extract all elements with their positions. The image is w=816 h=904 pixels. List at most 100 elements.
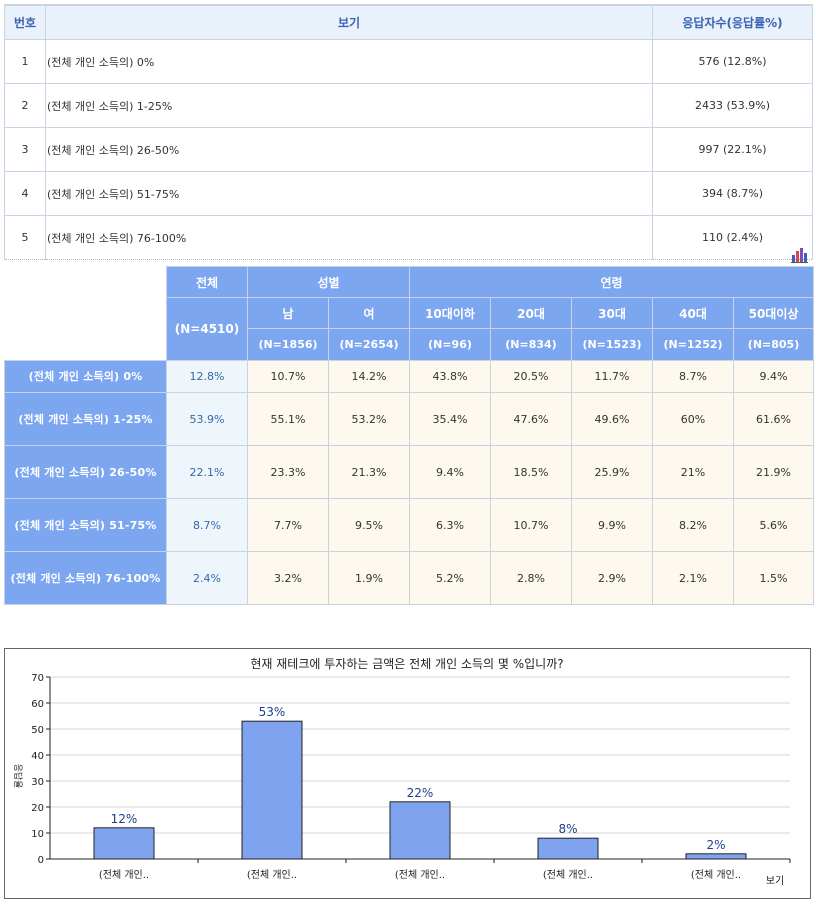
column-label: 남 xyxy=(247,297,329,329)
group-header-age: 연령 xyxy=(408,266,815,298)
bar-value-label: 2% xyxy=(706,838,725,852)
cross-value-cell: 23.3% xyxy=(247,445,329,499)
cross-value-cell: 47.6% xyxy=(490,392,572,446)
y-tick-label: 70 xyxy=(31,673,44,684)
cross-value-cell: 18.5% xyxy=(490,445,572,499)
cross-value-cell: 14.2% xyxy=(328,360,410,393)
bar-value-label: 8% xyxy=(558,822,577,836)
cross-total-cell: 12.8% xyxy=(166,360,248,393)
cross-value-cell: 10.7% xyxy=(247,360,329,393)
cross-table: 전체 성별 연령 (N=4510) 남 여 10대이하 20대 30대 40대 50대이상 … xyxy=(4,266,815,605)
bar-value-label: 12% xyxy=(111,812,138,826)
chart-xlabel: 보기 xyxy=(766,875,784,887)
cross-row: (전체 개인 소득의) 51-75% 8.7% 7.7% 9.5% 6.3% 10.7% 9… xyxy=(4,498,815,552)
cross-row-label: (전체 개인 소득의) 0% xyxy=(4,360,167,393)
column-label: 40대 xyxy=(652,297,734,329)
header-option: 보기 xyxy=(45,4,653,40)
cross-value-cell: 35.4% xyxy=(409,392,491,446)
cross-corner xyxy=(4,266,167,361)
y-tick-label: 40 xyxy=(31,751,44,762)
row-number: 5 xyxy=(4,215,46,260)
row-count: 110 (2.4%) xyxy=(652,215,813,260)
cross-value-cell: 8.7% xyxy=(652,360,734,393)
cross-row-label: (전체 개인 소득의) 51-75% xyxy=(4,498,167,552)
column-n: (N=834) xyxy=(490,328,572,361)
bar-chart: 현재 재테크에 투자하는 금액은 전체 개인 소득의 몇 %입니까? 0 10 20… xyxy=(4,648,811,899)
cross-value-cell: 21.9% xyxy=(732,445,815,499)
row-option: (전체 개인 소득의) 51-75% xyxy=(45,171,653,216)
cross-value-cell: 43.8% xyxy=(409,360,491,393)
row-option: (전체 개인 소득의) 1-25% xyxy=(45,83,653,128)
cross-value-cell: 5.6% xyxy=(732,498,815,552)
cross-row: (전체 개인 소득의) 26-50% 22.1% 23.3% 21.3% 9.4% 18.… xyxy=(4,445,815,499)
cross-value-cell: 20.5% xyxy=(490,360,572,393)
bar xyxy=(537,837,599,860)
cross-row-label: (전체 개인 소득의) 76-100% xyxy=(4,551,167,605)
summary-table: 번호 보기 응답자수(응답률%) 1 (전체 개인 소득의) 0% 576 (12.… xyxy=(4,4,813,260)
cross-value-cell: 21.3% xyxy=(328,445,410,499)
row-number: 1 xyxy=(4,39,46,84)
cross-row-label: (전체 개인 소득의) 1-25% xyxy=(4,392,167,446)
cross-value-cell: 3.2% xyxy=(247,551,329,605)
cross-value-cell: 61.6% xyxy=(732,392,815,446)
column-n: (N=1523) xyxy=(571,328,653,361)
cross-value-cell: 2.9% xyxy=(571,551,653,605)
cross-value-cell: 55.1% xyxy=(247,392,329,446)
summary-row: 1 (전체 개인 소득의) 0% 576 (12.8%) xyxy=(4,39,813,84)
row-number: 2 xyxy=(4,83,46,128)
bar-chart-icon[interactable] xyxy=(790,247,808,263)
row-count: 576 (12.8%) xyxy=(652,39,813,84)
y-tick-label: 0 xyxy=(38,855,44,866)
row-option: (전체 개인 소득의) 76-100% xyxy=(45,215,653,260)
cross-row: (전체 개인 소득의) 76-100% 2.4% 3.2% 1.9% 5.2% 2.8% 2… xyxy=(4,551,815,605)
cross-value-cell: 1.5% xyxy=(732,551,815,605)
row-count: 394 (8.7%) xyxy=(652,171,813,216)
row-option: (전체 개인 소득의) 26-50% xyxy=(45,127,653,172)
cross-total-cell: 8.7% xyxy=(166,498,248,552)
column-label: 30대 xyxy=(571,297,653,329)
cross-row: (전체 개인 소득의) 0% 12.8% 10.7% 14.2% 43.8% 20.5% 1… xyxy=(4,360,815,393)
cross-total-cell: 2.4% xyxy=(166,551,248,605)
cross-value-cell: 2.8% xyxy=(490,551,572,605)
cross-value-cell: 7.7% xyxy=(247,498,329,552)
bar xyxy=(389,801,451,860)
cross-value-cell: 11.7% xyxy=(571,360,653,393)
chart-title: 현재 재테크에 투자하는 금액은 전체 개인 소득의 몇 %입니까? xyxy=(250,657,563,671)
column-n: (N=805) xyxy=(732,328,815,361)
bar xyxy=(241,720,303,860)
bar xyxy=(685,853,747,860)
column-n: (N=96) xyxy=(409,328,491,361)
y-tick-label: 10 xyxy=(31,829,44,840)
column-n: (N=1252) xyxy=(652,328,734,361)
x-tick-label: (전체 개인.. xyxy=(247,869,297,881)
cross-value-cell: 5.2% xyxy=(409,551,491,605)
cross-value-cell: 9.9% xyxy=(571,498,653,552)
column-n: (N=2654) xyxy=(328,328,410,361)
column-label: 10대이하 xyxy=(409,297,491,329)
row-number: 3 xyxy=(4,127,46,172)
x-tick-label: (전체 개인.. xyxy=(99,869,149,881)
total-n-label: (N=4510) xyxy=(166,297,248,361)
group-header-total: 전체 xyxy=(166,266,248,298)
bar-value-label: 22% xyxy=(407,786,434,800)
summary-row: 5 (전체 개인 소득의) 76-100% 110 (2.4%) xyxy=(4,215,813,260)
summary-row: 2 (전체 개인 소득의) 1-25% 2433 (53.9%) xyxy=(4,83,813,128)
cross-value-cell: 1.9% xyxy=(328,551,410,605)
y-tick-label: 20 xyxy=(31,803,44,814)
summary-header-row: 번호 보기 응답자수(응답률%) xyxy=(4,4,813,40)
summary-row: 3 (전체 개인 소득의) 26-50% 997 (22.1%) xyxy=(4,127,813,172)
cross-value-cell: 49.6% xyxy=(571,392,653,446)
cross-value-cell: 25.9% xyxy=(571,445,653,499)
cross-value-cell: 9.4% xyxy=(409,445,491,499)
cross-row-label: (전체 개인 소득의) 26-50% xyxy=(4,445,167,499)
cross-row: (전체 개인 소득의) 1-25% 53.9% 55.1% 53.2% 35.4% 47.… xyxy=(4,392,815,446)
cross-value-cell: 6.3% xyxy=(409,498,491,552)
y-tick-label: 50 xyxy=(31,725,44,736)
x-tick-label: (전체 개인.. xyxy=(691,869,741,881)
cross-value-cell: 8.2% xyxy=(652,498,734,552)
y-tick-label: 30 xyxy=(31,777,44,788)
y-tick-label: 60 xyxy=(31,699,44,710)
x-tick-label: (전체 개인.. xyxy=(395,869,445,881)
cross-value-cell: 2.1% xyxy=(652,551,734,605)
cross-value-cell: 9.4% xyxy=(732,360,815,393)
